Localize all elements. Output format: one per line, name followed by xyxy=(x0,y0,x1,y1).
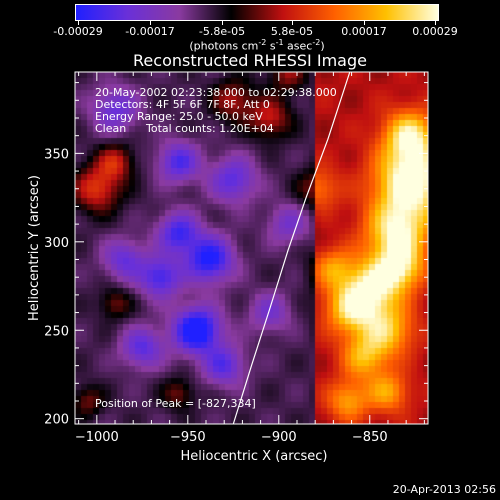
x-tick-label: −850 xyxy=(352,430,388,445)
colorbar xyxy=(75,4,439,21)
solar-limb-line xyxy=(232,71,351,425)
timestamp: 20-Apr-2013 02:56 xyxy=(392,483,496,496)
x-tick-label: −1000 xyxy=(75,430,119,445)
chart-title: Reconstructed RHESSI Image xyxy=(133,51,367,70)
plot-frame xyxy=(74,71,429,425)
colorbar-tick-label: -5.8e-05 xyxy=(198,25,246,38)
colorbar-tick-mark xyxy=(435,21,436,25)
y-tick-label: 200 xyxy=(44,413,69,428)
y-tick-label: 250 xyxy=(44,324,69,339)
colorbar-tick-mark xyxy=(78,21,79,25)
colorbar-tick-mark xyxy=(364,21,365,25)
x-tick-label: −950 xyxy=(170,430,206,445)
colorbar-tick-label: 0.00029 xyxy=(412,25,458,38)
colorbar-tick-mark xyxy=(150,21,151,25)
info-energy-range: Energy Range: 25.0 - 50.0 keV xyxy=(95,110,263,123)
info-peak-position: Position of Peak = [-827,334] xyxy=(95,397,256,410)
colorbar-tick-label: -0.00029 xyxy=(53,25,103,38)
colorbar-tick-label: -0.00017 xyxy=(125,25,175,38)
x-tick-label: −900 xyxy=(261,430,297,445)
colorbar-tick-mark xyxy=(292,21,293,25)
x-axis-label: Heliocentric X (arcsec) xyxy=(181,449,328,464)
y-tick-label: 350 xyxy=(44,147,69,162)
info-date-range: 20-May-2002 02:23:38.000 to 02:29:38.000 xyxy=(95,86,337,99)
y-tick-label: 300 xyxy=(44,236,69,251)
colorbar-tick-label: 0.00017 xyxy=(341,25,387,38)
info-total-counts: Total counts: 1.20E+04 xyxy=(146,122,274,135)
colorbar-tick-label: 5.8e-05 xyxy=(270,25,314,38)
info-detectors: Detectors: 4F 5F 6F 7F 8F, Att 0 xyxy=(95,98,270,111)
colorbar-units: (photons cm-2 s-1 asec-2) xyxy=(189,38,325,53)
y-axis-label: Heliocentric Y (arcsec) xyxy=(27,175,42,321)
colorbar-tick-mark xyxy=(222,21,223,25)
info-clean: Clean xyxy=(95,122,127,135)
overlay-layer: −1000 −950 −900 −850 200 250 300 350 xyxy=(44,71,429,445)
